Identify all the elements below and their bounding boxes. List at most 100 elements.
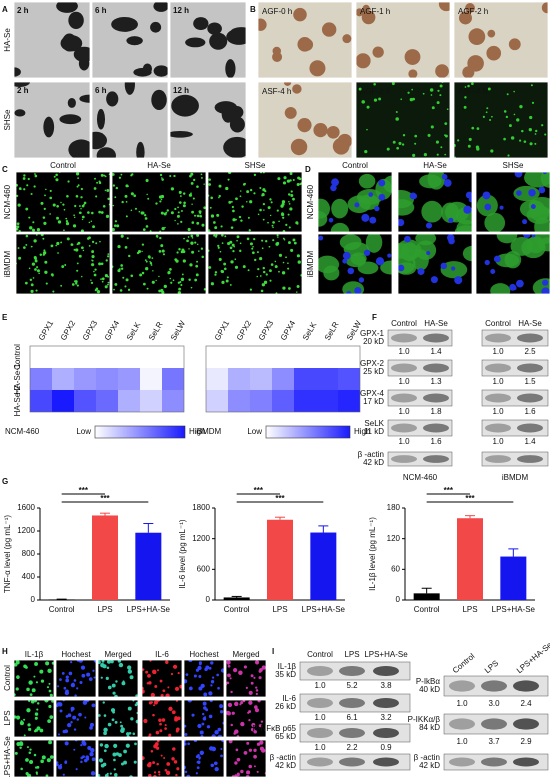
particle xyxy=(220,754,223,758)
particle xyxy=(100,662,105,668)
micrograph xyxy=(476,172,550,232)
micrograph xyxy=(98,660,138,697)
particle xyxy=(102,204,106,208)
particle xyxy=(45,661,50,666)
particle xyxy=(259,208,262,212)
particle xyxy=(263,209,265,211)
particle xyxy=(107,197,110,201)
particle xyxy=(233,668,238,673)
heat-cell xyxy=(228,390,250,412)
size-label: 35 kD xyxy=(275,670,296,679)
particle xyxy=(65,678,70,683)
particle xyxy=(224,235,227,238)
particle xyxy=(476,147,480,151)
particle xyxy=(40,201,44,205)
particle xyxy=(90,281,94,284)
y-tick-label: 1800 xyxy=(192,503,210,512)
image-label: AGF-0 h xyxy=(262,7,292,16)
particle xyxy=(82,741,87,746)
particle xyxy=(235,197,238,201)
particle xyxy=(34,728,39,732)
particle xyxy=(65,222,70,226)
particle xyxy=(95,287,99,291)
particle xyxy=(235,748,239,752)
particle xyxy=(89,752,94,757)
column-label: IL-6 xyxy=(155,650,169,659)
particle xyxy=(134,207,138,210)
micrograph xyxy=(14,740,54,777)
size-label: 42 kD xyxy=(363,458,384,467)
particle xyxy=(342,34,352,44)
particle xyxy=(257,700,261,703)
particle xyxy=(236,235,240,239)
particle xyxy=(39,253,43,256)
particle xyxy=(487,87,491,91)
particle xyxy=(50,273,54,277)
y-tick-label: 180 xyxy=(387,503,401,512)
particle xyxy=(441,173,448,180)
heat-cell xyxy=(338,346,360,368)
particle xyxy=(23,718,26,721)
particle xyxy=(128,731,132,735)
particle xyxy=(28,267,31,270)
particle xyxy=(197,250,200,252)
band xyxy=(481,718,507,730)
heat-cell xyxy=(316,346,338,368)
particle xyxy=(236,735,240,737)
particle xyxy=(296,284,300,289)
particle xyxy=(168,706,173,711)
particle xyxy=(56,204,59,208)
column-label: LPS xyxy=(344,650,359,659)
heat-cell xyxy=(250,368,272,390)
time-label: 2 h xyxy=(17,6,29,15)
particle xyxy=(36,266,39,269)
particle xyxy=(112,173,115,176)
particle xyxy=(229,284,232,286)
particle xyxy=(226,681,230,685)
particle xyxy=(193,740,198,743)
particle xyxy=(221,234,224,237)
particle xyxy=(321,22,337,37)
particle xyxy=(15,715,21,720)
particle xyxy=(386,147,390,151)
panel-letter: B xyxy=(250,5,256,14)
particle xyxy=(23,174,26,177)
y-tick-label: 800 xyxy=(22,549,36,558)
particle xyxy=(14,109,26,117)
particle xyxy=(161,226,165,231)
particle xyxy=(110,660,114,664)
particle xyxy=(42,237,45,240)
particle xyxy=(217,734,222,737)
x-tick-label: LPS xyxy=(272,605,287,614)
particle xyxy=(140,211,144,215)
particle xyxy=(98,714,101,717)
row-label: LPS xyxy=(3,710,12,725)
particle xyxy=(98,262,102,266)
particle xyxy=(232,250,235,253)
particle xyxy=(28,216,31,219)
band xyxy=(517,393,543,403)
particle xyxy=(56,763,59,767)
particle xyxy=(218,257,222,261)
micrograph xyxy=(142,660,182,697)
particle xyxy=(230,690,233,694)
particle xyxy=(191,236,194,239)
particle xyxy=(198,661,202,665)
particle xyxy=(52,203,56,207)
particle xyxy=(64,760,68,764)
particle xyxy=(42,216,46,219)
particle xyxy=(113,758,116,762)
particle xyxy=(75,768,78,771)
band xyxy=(485,393,511,403)
micrograph xyxy=(184,660,224,697)
particle xyxy=(223,136,246,158)
particle xyxy=(258,724,262,728)
particle xyxy=(117,660,122,663)
particle xyxy=(153,700,158,705)
particle xyxy=(331,178,339,187)
particle xyxy=(51,700,54,703)
particle xyxy=(79,94,90,103)
fold-change: 1.0 xyxy=(314,713,326,722)
particle xyxy=(387,253,392,258)
band xyxy=(423,423,449,433)
